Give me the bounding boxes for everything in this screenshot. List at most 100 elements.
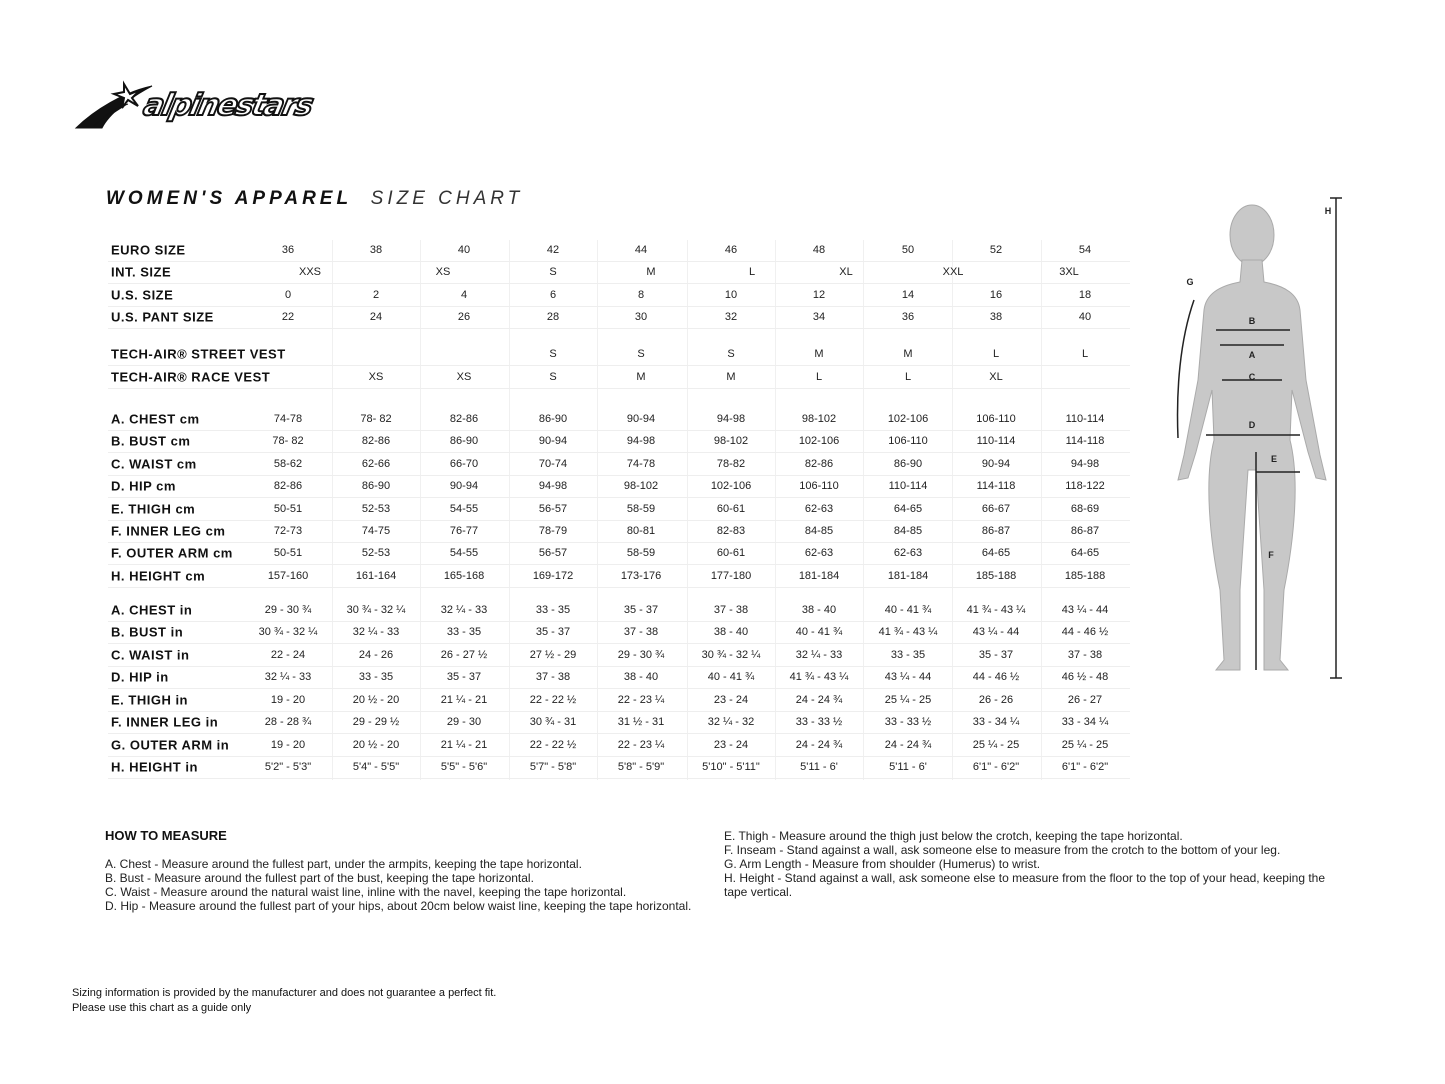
table-cell: XL xyxy=(839,266,853,278)
table-cell: 118-122 xyxy=(1065,480,1105,492)
table-cell: 82-86 xyxy=(273,480,303,492)
table-cell: 44 xyxy=(634,244,648,256)
table-cell: 5'11 - 6' xyxy=(800,761,838,773)
table-cell: 33 - 35 xyxy=(890,649,926,661)
body-measurement-figure: H G B A C D E F xyxy=(1176,197,1342,679)
table-cell: 70-74 xyxy=(538,458,568,470)
table-cell: 6'1" - 6'2" xyxy=(1061,761,1109,773)
table-cell: 28 xyxy=(546,311,560,323)
row-divider xyxy=(108,365,1130,366)
column-divider xyxy=(863,240,864,780)
table-cell: 177-180 xyxy=(710,570,752,582)
table-cell: 5'5" - 5'6" xyxy=(440,761,488,773)
table-cell: 20 ½ - 20 xyxy=(352,694,400,706)
table-cell: 22 - 23 ¼ xyxy=(617,739,665,751)
table-cell: 110-114 xyxy=(888,480,928,492)
table-cell: 74-75 xyxy=(361,525,391,537)
table-cell: XXL xyxy=(942,266,964,278)
table-cell: 4 xyxy=(460,289,468,301)
table-cell: 25 ¼ - 25 xyxy=(884,694,932,706)
table-cell: 110-114 xyxy=(976,435,1016,447)
table-cell: S xyxy=(549,348,557,360)
instruction-arm-length: G. Arm Length - Measure from shoulder (H… xyxy=(724,857,1041,871)
table-cell: 44 - 46 ½ xyxy=(1061,626,1109,638)
table-cell: 60-61 xyxy=(716,503,746,515)
table-cell: 37 - 38 xyxy=(535,671,571,683)
table-cell: 46 xyxy=(724,244,738,256)
table-cell: 114-118 xyxy=(1065,435,1105,447)
table-cell: 29 - 30 xyxy=(446,716,482,728)
row-divider xyxy=(108,643,1130,644)
label-g: G xyxy=(1186,277,1193,287)
alpinestars-logo: alpinestars xyxy=(74,80,319,132)
table-cell: 78- 82 xyxy=(360,413,392,425)
table-cell: 98-102 xyxy=(801,413,837,425)
label-b: B xyxy=(1249,316,1256,326)
title-light: SIZE CHART xyxy=(370,188,524,209)
table-cell: 86-90 xyxy=(893,458,923,470)
table-cell: 43 ¼ - 44 xyxy=(972,626,1020,638)
table-cell: 29 - 30 ¾ xyxy=(617,649,665,661)
table-cell: 161-164 xyxy=(355,570,397,582)
disclaimer: Sizing information is provided by the ma… xyxy=(72,986,496,1016)
table-cell: 157-160 xyxy=(267,570,309,582)
row-divider xyxy=(108,564,1130,565)
table-cell: 40 - 41 ¾ xyxy=(707,671,755,683)
table-cell: 35 - 37 xyxy=(446,671,482,683)
table-cell: 6'1" - 6'2" xyxy=(972,761,1020,773)
table-cell: 66-70 xyxy=(449,458,479,470)
table-cell: 76-77 xyxy=(449,525,479,537)
table-cell: 64-65 xyxy=(981,547,1011,559)
table-cell: 60-61 xyxy=(716,547,746,559)
table-cell: 98-102 xyxy=(623,480,659,492)
table-cell: 32 ¼ - 33 xyxy=(352,626,400,638)
table-cell: 62-63 xyxy=(893,547,923,559)
table-cell: 8 xyxy=(637,289,645,301)
table-cell: 62-66 xyxy=(361,458,391,470)
table-cell: 82-83 xyxy=(716,525,746,537)
instruction-waist: C. Waist - Measure around the natural wa… xyxy=(105,885,627,899)
table-cell: L xyxy=(748,266,756,278)
table-cell: 5'10" - 5'11" xyxy=(702,761,760,773)
table-cell: L xyxy=(992,348,1000,360)
table-cell: 38 xyxy=(369,244,383,256)
table-cell: 114-118 xyxy=(976,480,1016,492)
table-cell: 78-82 xyxy=(716,458,746,470)
label-a: A xyxy=(1249,350,1256,360)
table-cell: 94-98 xyxy=(716,413,746,425)
table-cell: 22 - 22 ½ xyxy=(529,739,577,751)
table-cell: 52 xyxy=(989,244,1003,256)
row-label: F. INNER LEG in xyxy=(111,714,219,730)
table-cell: 32 ¼ - 32 xyxy=(707,716,755,728)
row-label: F. OUTER ARM cm xyxy=(111,545,233,561)
row-label: U.S. PANT SIZE xyxy=(111,309,214,325)
table-cell: 38 - 40 xyxy=(713,626,749,638)
table-cell: 40 xyxy=(1078,311,1092,323)
table-cell: 110-114 xyxy=(1065,413,1105,425)
table-cell: 26 - 27 ½ xyxy=(440,649,488,661)
table-cell: 40 xyxy=(457,244,471,256)
table-cell: 29 - 29 ½ xyxy=(352,716,400,728)
table-cell: 27 ½ - 29 xyxy=(529,649,577,661)
table-cell: 41 ¾ - 43 ¼ xyxy=(878,626,938,638)
table-cell: 98-102 xyxy=(713,435,749,447)
table-cell: 48 xyxy=(812,244,826,256)
table-cell: 18 xyxy=(1078,289,1092,301)
row-divider xyxy=(108,328,1130,329)
table-cell: 33 - 34 ¼ xyxy=(1061,716,1109,728)
table-cell: L xyxy=(1081,348,1089,360)
table-cell: 102-106 xyxy=(798,435,840,447)
table-cell: 78- 82 xyxy=(272,435,304,447)
table-cell: 86-90 xyxy=(449,435,479,447)
table-cell: 62-63 xyxy=(804,547,834,559)
table-cell: 58-62 xyxy=(273,458,303,470)
row-divider xyxy=(108,621,1130,622)
table-cell: 82-86 xyxy=(449,413,479,425)
row-divider xyxy=(108,520,1130,521)
table-cell: L xyxy=(904,371,912,383)
row-label: TECH-AIR® RACE VEST xyxy=(111,369,271,385)
row-label: D. HIP in xyxy=(111,669,169,685)
table-cell: 22 xyxy=(281,311,295,323)
table-cell: 84-85 xyxy=(804,525,834,537)
table-cell: 19 - 20 xyxy=(270,694,306,706)
